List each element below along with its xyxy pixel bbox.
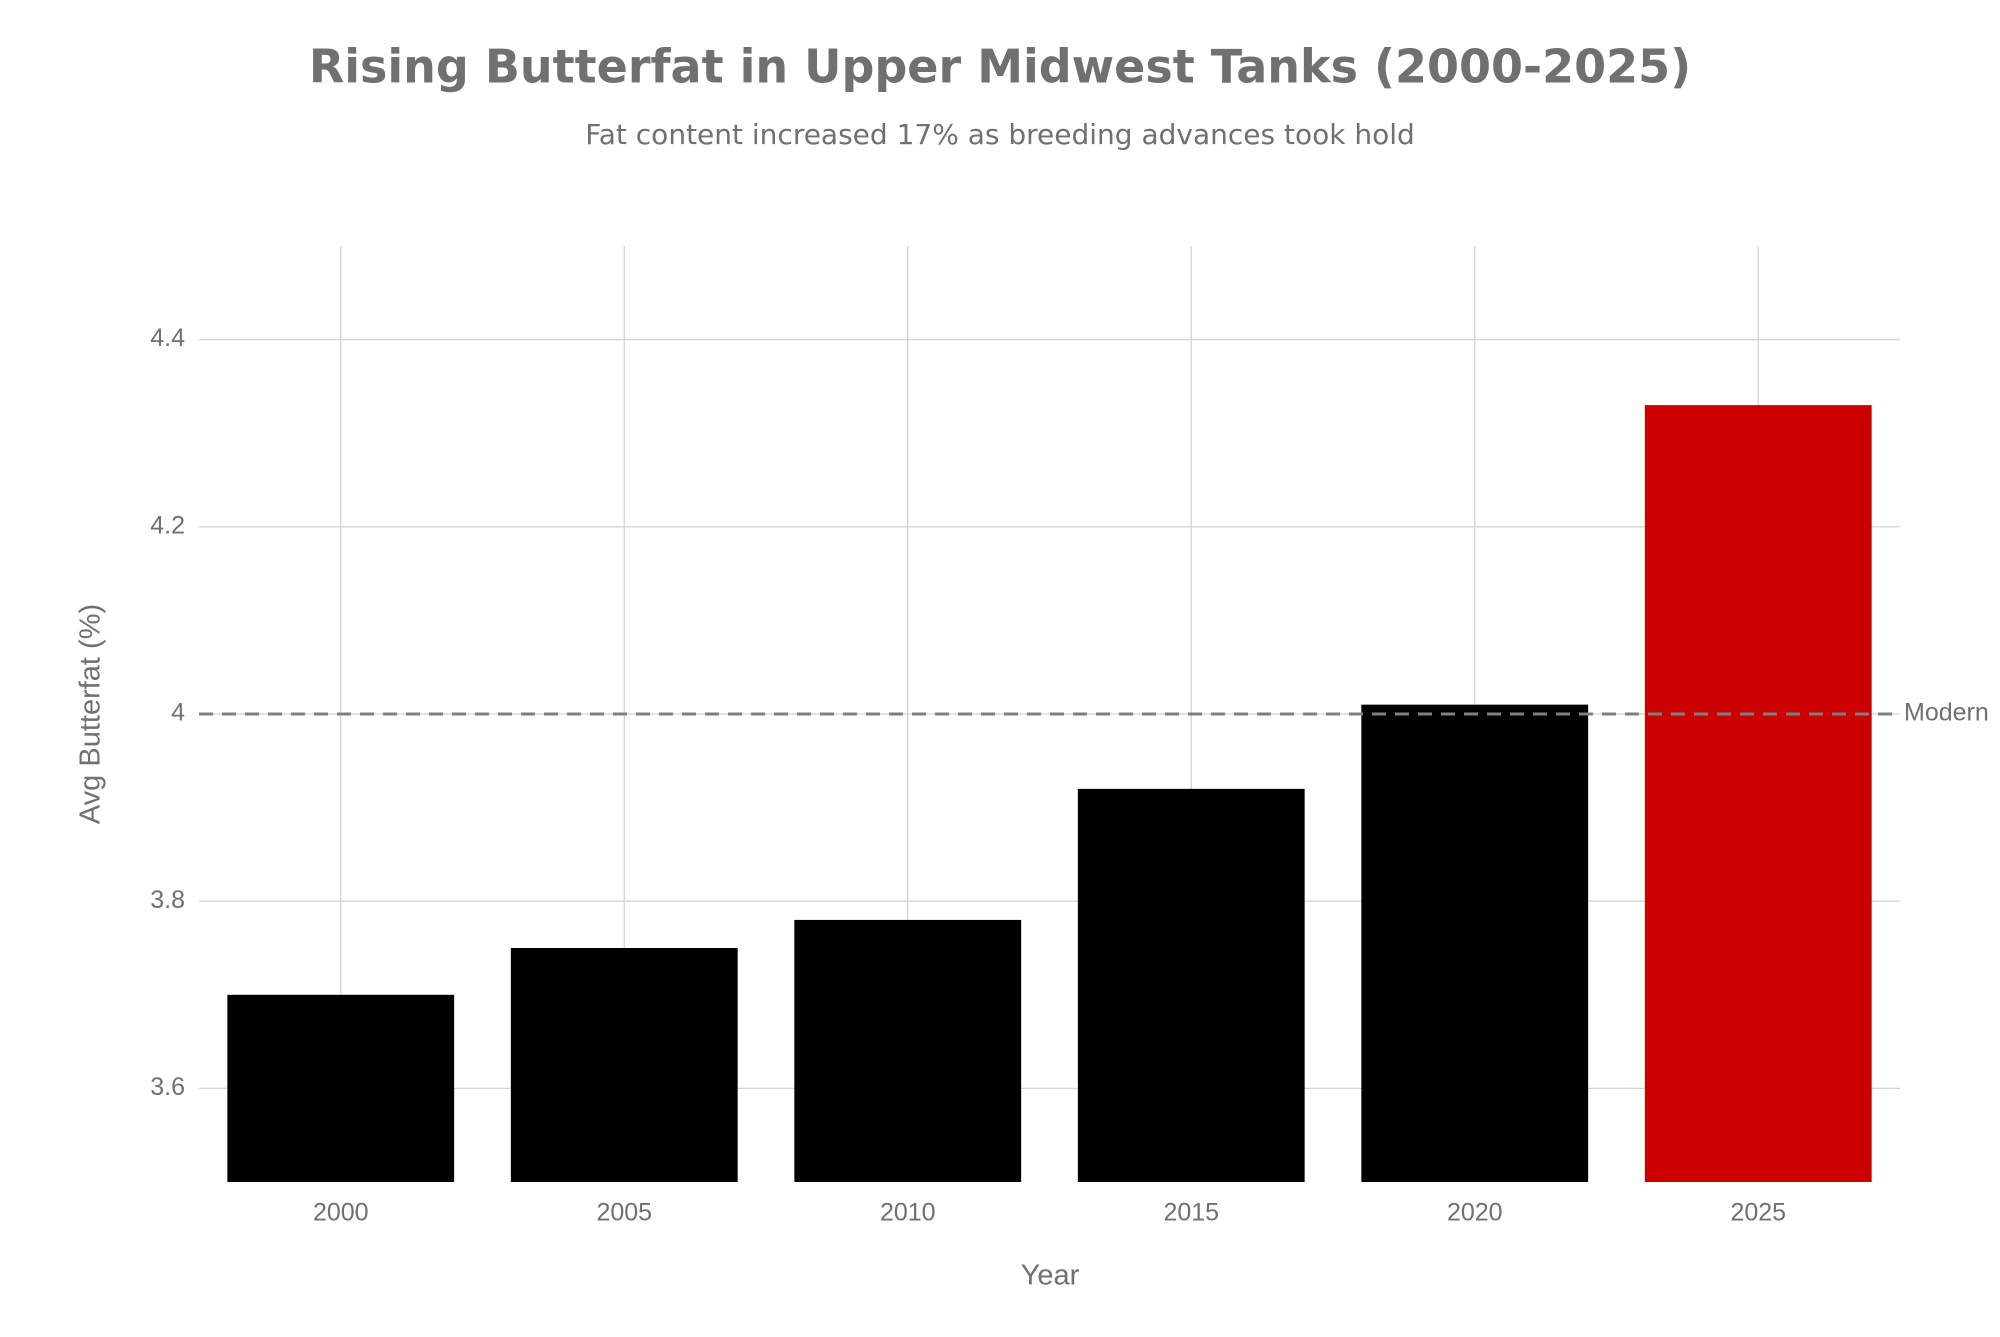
bar: [227, 994, 455, 1182]
chart-subtitle: Fat content increased 17% as breeding ad…: [585, 118, 1415, 151]
y-tick-label: 4.2: [150, 511, 185, 539]
reference-label: Modern: [1904, 699, 1989, 727]
bar: [510, 948, 738, 1182]
bar: [1644, 405, 1872, 1182]
y-tick-label: 4.4: [150, 324, 185, 352]
x-tick-label: 2020: [1447, 1199, 1503, 1227]
bar: [1077, 788, 1305, 1182]
y-tick-label: 3.6: [150, 1073, 185, 1101]
x-tick-label: 2025: [1730, 1199, 1786, 1227]
y-tick-label: 4: [171, 699, 185, 727]
x-tick-label: 2000: [313, 1199, 369, 1227]
x-tick-label: 2005: [596, 1199, 652, 1227]
bar: [794, 919, 1022, 1182]
chart-title: Rising Butterfat in Upper Midwest Tanks …: [309, 40, 1691, 94]
bar: [1361, 704, 1589, 1182]
x-tick-label: 2015: [1163, 1199, 1219, 1227]
y-axis-title: Avg Butterfat (%): [75, 604, 107, 824]
y-tick-label: 3.8: [150, 886, 185, 914]
x-tick-label: 2010: [880, 1199, 936, 1227]
x-axis-title: Year: [1021, 1260, 1080, 1292]
